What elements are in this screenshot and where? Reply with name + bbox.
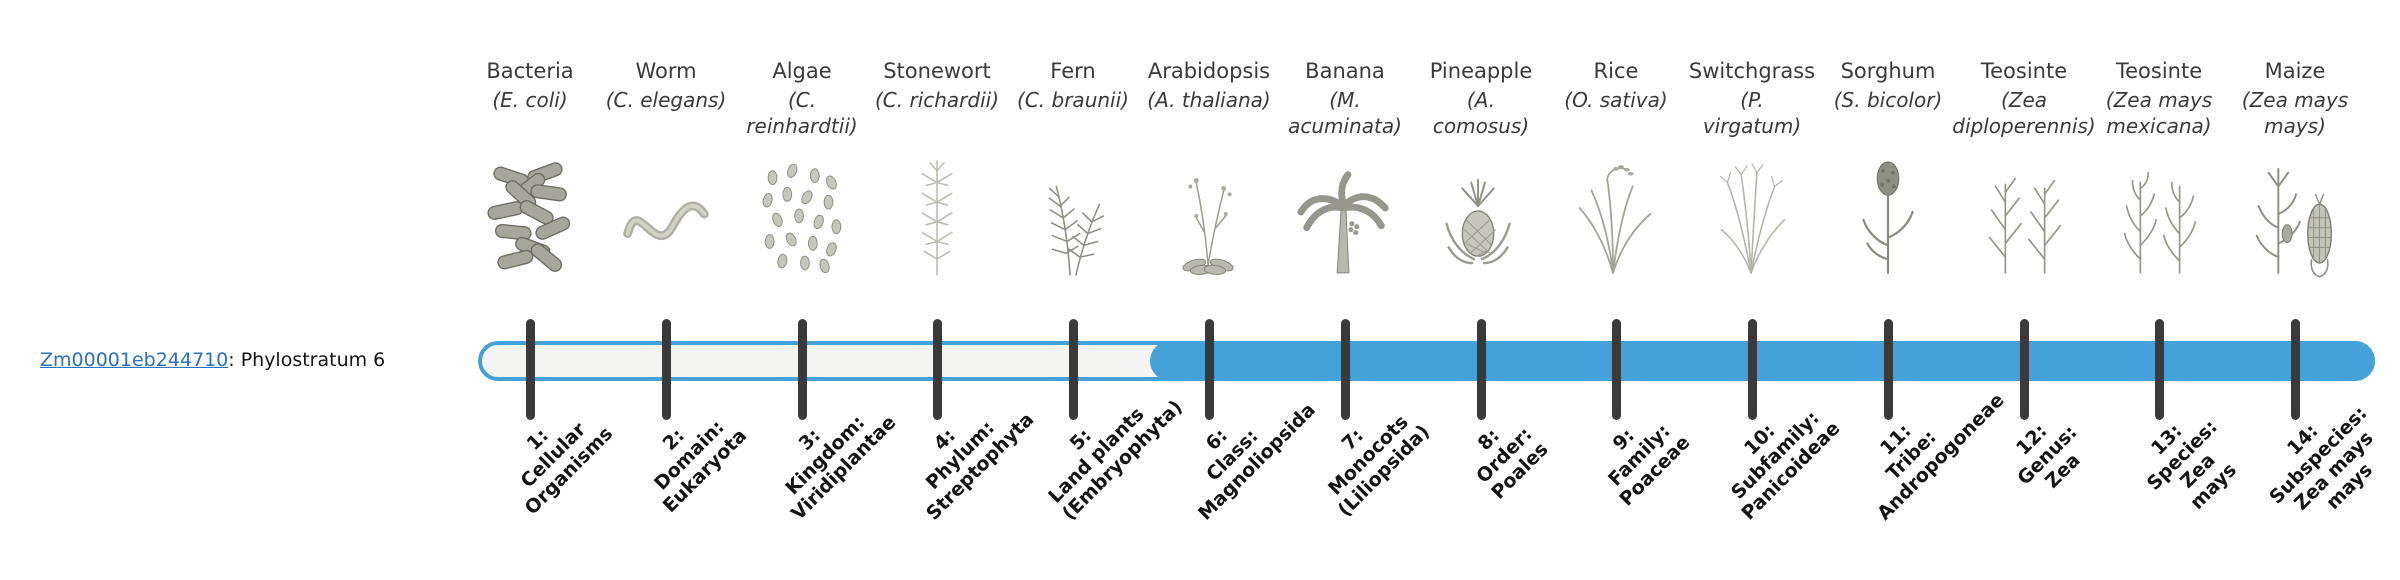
teosinte-diploperennis-icon: [1949, 139, 2099, 281]
organism-scientific-name: (Zea mays mexicana): [2105, 88, 2213, 138]
rice-icon: [1541, 139, 1691, 281]
algae-icon: [727, 139, 877, 281]
organism-scientific-name: (P. virgatum): [1702, 88, 1802, 138]
phylostratum-label-9: 9: Family: Poaceae: [1604, 420, 1695, 511]
phylostratum-label-6: 6: Class: Magnoliopsida: [1194, 398, 1320, 525]
organism-column: Bacteria (E. coli): [455, 58, 605, 281]
organism-common-name: Teosinte: [2115, 59, 2203, 83]
organism-scientific-name: (O. sativa): [1564, 88, 1668, 112]
organism-column: Fern (C. braunii): [998, 58, 1148, 281]
organism-scientific-name: (M. acuminata): [1288, 88, 1402, 138]
organism-column: Rice (O. sativa): [1541, 58, 1691, 281]
phylostratum-tick-6: [1205, 319, 1214, 420]
phylostratum-tick-10: [1748, 319, 1757, 420]
organism-scientific-name: (A. comosus): [1432, 88, 1530, 138]
organism-common-name: Banana: [1305, 59, 1385, 83]
arabidopsis-icon: [1134, 139, 1284, 281]
phylostratum-tick-1: [526, 319, 535, 420]
phylostratum-label-3: 3: Kingdom: Viridiplantae: [781, 411, 901, 525]
phylostratum-tick-11: [1884, 319, 1893, 420]
organism-common-name: Arabidopsis: [1147, 59, 1271, 83]
organism-common-name: Pineapple: [1429, 59, 1533, 83]
phylostratum-tick-12: [2020, 319, 2029, 420]
organism-common-name: Worm: [635, 59, 697, 83]
phylostratum-label-7: 7: Monocots (Liliopsida): [1324, 411, 1435, 522]
organism-scientific-name: (C. braunii): [1017, 88, 1129, 112]
teosinte-mexicana-icon: [2084, 139, 2234, 281]
organism-common-name: Stonewort: [883, 59, 991, 83]
phylostratum-tick-14: [2291, 319, 2300, 420]
organism-scientific-name: (Zea mays mays): [2241, 88, 2349, 138]
gene-id-link[interactable]: Zm00001eb244710: [40, 349, 229, 371]
fern-icon: [998, 139, 1148, 281]
phylostratum-tick-9: [1612, 319, 1621, 420]
phylostratum-tick-4: [933, 319, 942, 420]
gene-phylostratum-text: : Phylostratum 6: [228, 349, 386, 371]
organism-common-name: Fern: [1050, 59, 1096, 83]
phylostratum-label-8: 8: Order: Poales: [1472, 423, 1553, 504]
organism-common-name: Rice: [1593, 59, 1639, 83]
switchgrass-icon: [1677, 139, 1827, 281]
phylostratum-label-13: 13: Species: Zea mays: [2142, 415, 2241, 514]
phylostratum-label-10: 10: Subfamily: Panicoideae: [1726, 406, 1845, 525]
phylostratum-tick-5: [1069, 319, 1078, 420]
sorghum-icon: [1813, 139, 1963, 281]
phylostratum-tick-13: [2155, 319, 2164, 420]
organism-common-name: Algae: [772, 59, 832, 83]
bacteria-icon: [455, 139, 605, 281]
maize-icon: [2220, 139, 2370, 281]
organism-scientific-name: (Zea diploperennis): [1952, 88, 2096, 138]
organism-scientific-name: (S. bicolor): [1833, 88, 1943, 112]
organism-column: Algae (C. reinhardtii): [727, 58, 877, 281]
organism-column: Switchgrass (P. virgatum): [1677, 58, 1827, 281]
organism-scientific-name: (C. richardii): [874, 88, 1000, 112]
banana-icon: [1270, 139, 1420, 281]
phylostratum-label-11: 11: Tribe: Andropogoneae: [1873, 389, 2009, 525]
organism-common-name: Teosinte: [1980, 59, 2068, 83]
phylostratum-tick-3: [798, 319, 807, 420]
organism-scientific-name: (C. elegans): [605, 88, 727, 112]
organism-column: Worm (C. elegans): [591, 58, 741, 281]
organism-column: Maize (Zea mays mays): [2220, 58, 2370, 281]
phylostratum-tick-2: [662, 319, 671, 420]
organism-column: Teosinte (Zea diploperennis): [1949, 58, 2099, 281]
phylostratum-tick-7: [1341, 319, 1350, 420]
organism-common-name: Maize: [2264, 59, 2326, 83]
worm-icon: [591, 139, 741, 281]
stonewort-icon: [862, 139, 1012, 281]
phylostratum-bar: [478, 341, 2375, 381]
organism-common-name: Switchgrass: [1688, 59, 1816, 83]
phylostratum-label-5: 5: Land plants (Embryophyta): [1044, 395, 1187, 525]
organism-scientific-name: (A. thaliana): [1147, 88, 1271, 112]
organism-column: Teosinte (Zea mays mexicana): [2084, 58, 2234, 281]
organism-column: Banana (M. acuminata): [1270, 58, 1420, 281]
phylostratum-label-1: 1: Cellular Organisms: [516, 418, 618, 520]
organism-common-name: Sorghum: [1840, 59, 1936, 83]
organism-column: Arabidopsis (A. thaliana): [1134, 58, 1284, 281]
phylostratum-tick-8: [1477, 319, 1486, 420]
organism-scientific-name: (E. coli): [492, 88, 568, 112]
phylostratum-label-2: 2: Domain: Eukaryota: [650, 416, 752, 518]
organism-common-name: Bacteria: [486, 59, 574, 83]
pineapple-icon: [1406, 139, 1556, 281]
organism-column: Stonewort (C. richardii): [862, 58, 1012, 281]
phylostratum-label-14: 14: Subspecies: Zea mays mays: [2265, 402, 2378, 515]
gene-label: Zm00001eb244710: Phylostratum 6: [40, 349, 385, 371]
phylostratum-fill: [1150, 341, 2375, 381]
phylostratum-label-4: 4: Phylum: Streptophyta: [921, 408, 1039, 525]
organism-scientific-name: (C. reinhardtii): [746, 88, 858, 138]
organism-column: Pineapple (A. comosus): [1406, 58, 1556, 281]
organism-column: Sorghum (S. bicolor): [1813, 58, 1963, 281]
